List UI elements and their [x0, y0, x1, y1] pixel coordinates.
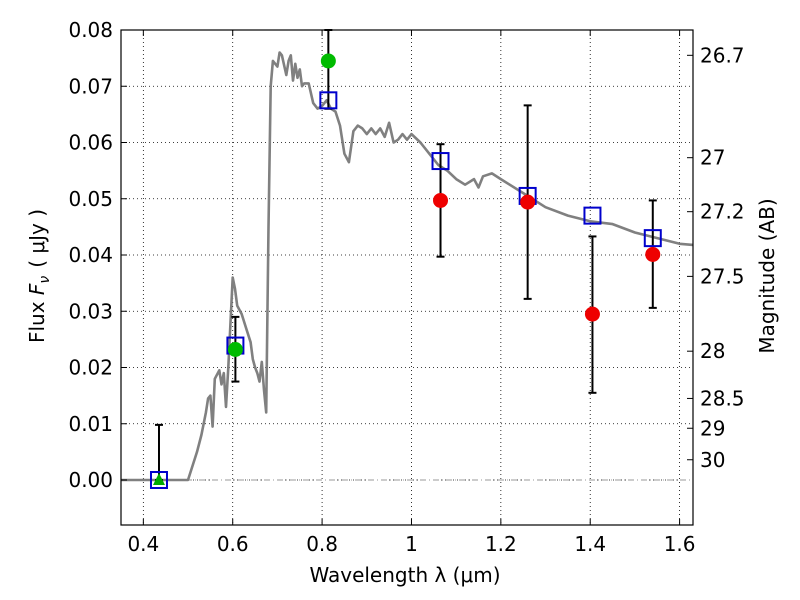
x-tick-label: 1.6	[664, 532, 696, 556]
marker-layer	[149, 53, 662, 489]
plot-frame	[120, 29, 694, 526]
model-band-square	[431, 152, 450, 171]
observed-point	[520, 194, 536, 210]
upper-limit-triangle	[152, 473, 165, 485]
model-band-square	[583, 206, 602, 225]
x-tick-label: 0.6	[217, 532, 249, 556]
y2-tick-label: 28	[700, 339, 725, 363]
y2-tick-label: 27	[700, 146, 725, 170]
y2-tick-label: 29	[700, 416, 725, 440]
x-tick-label: 0.4	[127, 532, 159, 556]
x-tick-label: 1.2	[485, 532, 517, 556]
model-band-square	[643, 229, 662, 248]
y-axis-label-unit: ( μJy )	[25, 209, 49, 268]
observed-point	[433, 192, 449, 208]
y-axis-label-symbol: F	[25, 283, 49, 295]
y-tick-label: 0.01	[68, 412, 113, 436]
x-tick-label: 1.4	[574, 532, 606, 556]
observed-point	[320, 53, 336, 69]
y2-tick-label: 30	[700, 448, 725, 472]
observed-point	[227, 342, 243, 357]
x-tick-label: 1	[405, 532, 418, 556]
x-tick-label: 0.8	[306, 532, 338, 556]
y-axis-label: Flux Fν ( μJy )	[25, 209, 53, 343]
observed-point	[584, 306, 600, 322]
model-sed-layer	[121, 51, 694, 482]
model-band-square	[319, 91, 338, 110]
y-tick-label: 0.04	[68, 243, 113, 267]
tick-label-layer: 0.4 0.6 0.8 1 1.2 1.4 1.6 0.00 0.01 0.02 0.03 0.04 0…	[68, 18, 744, 556]
y2-tick-label: 28.5	[700, 386, 745, 410]
y-tick-label: 0.00	[68, 468, 113, 492]
tick-layer	[121, 29, 693, 525]
observed-point	[645, 246, 661, 262]
y-axis-label-prefix: Flux	[25, 295, 49, 343]
model-band-square	[149, 471, 168, 489]
y-tick-label: 0.02	[68, 356, 113, 380]
y-tick-label: 0.05	[68, 187, 113, 211]
y-tick-label: 0.03	[68, 299, 113, 323]
y2-tick-label: 27.5	[700, 264, 745, 288]
y2-tick-label: 26.7	[700, 43, 745, 67]
y-tick-label: 0.08	[68, 18, 113, 42]
y-axis-label-subscript: ν	[37, 276, 53, 284]
model-sed-line	[121, 51, 694, 482]
x-axis-label: Wavelength λ (μm)	[309, 563, 500, 587]
y-tick-label: 0.07	[68, 74, 113, 98]
grid-layer	[121, 29, 693, 525]
y2-tick-label: 27.2	[700, 200, 745, 224]
y2-axis-label: Magnitude (AB)	[755, 198, 779, 353]
y-tick-label: 0.06	[68, 131, 113, 155]
